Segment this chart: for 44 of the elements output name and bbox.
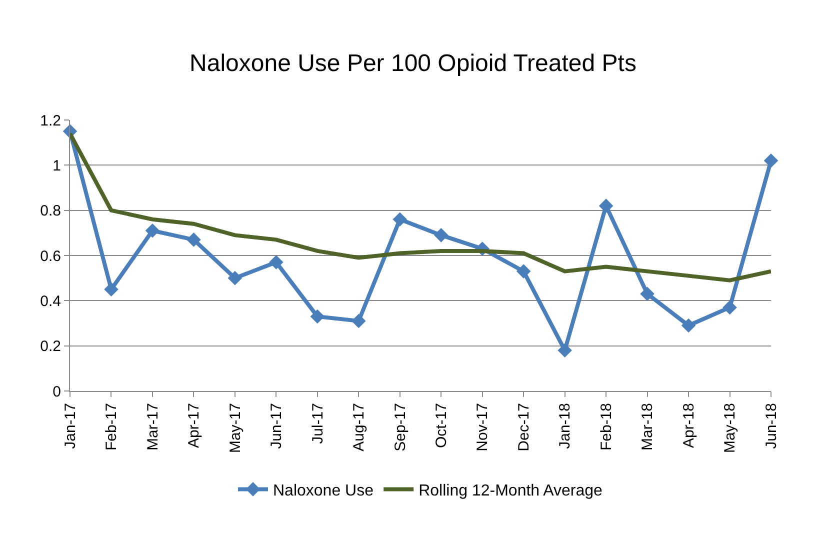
point [558,343,572,358]
y-tick-label: 1 [52,157,61,174]
point [352,314,366,328]
legend-label: Rolling 12-Month Average [418,482,603,500]
x-tick-label: Oct-17 [432,403,450,448]
point [186,232,201,247]
y-tick-label: 0.4 [40,292,61,310]
point [269,255,284,270]
point [145,224,160,238]
x-tick-label: Dec-17 [515,403,532,452]
x-tick-label: Jul-17 [309,403,326,444]
x-tick-label: May-18 [722,403,739,454]
legend-label: Naloxone Use [273,482,374,500]
x-tick-label: Nov-17 [474,403,492,452]
point [681,318,696,333]
point [764,154,778,168]
point [228,270,242,286]
point [392,212,408,227]
x-tick-label: May-17 [226,403,244,454]
y-tick-label: 0.2 [40,338,61,356]
x-tick-label: Jan-18 [556,403,574,449]
x-tick-label: Apr-17 [186,403,203,448]
x-tick-label: Aug-17 [350,403,368,452]
point [310,309,325,324]
y-tick-label: 1.2 [40,112,61,130]
x-tick-label: Feb-18 [598,403,615,451]
x-tick-label: Mar-18 [639,403,656,451]
y-tick-label: 0 [52,383,61,400]
x-tick-label: Jan-17 [62,403,79,449]
x-tick-label: Jun-18 [762,403,780,449]
y-tick-label: 0.6 [40,248,61,265]
x-tick-label: Sep-17 [392,403,409,452]
point [598,198,614,213]
chart-title: Naloxone Use Per 100 Opioid Treated Pts [190,50,636,77]
x-tick-label: Mar-17 [144,403,162,451]
x-tick-label: Feb-17 [103,403,120,451]
x-tick-label: Apr-18 [680,403,698,448]
y-tick-label: 0.8 [40,202,61,220]
point [516,264,531,278]
point [722,300,737,315]
point [104,282,118,297]
x-tick-label: Jun-17 [268,403,286,449]
point [640,286,654,302]
point [434,228,448,242]
